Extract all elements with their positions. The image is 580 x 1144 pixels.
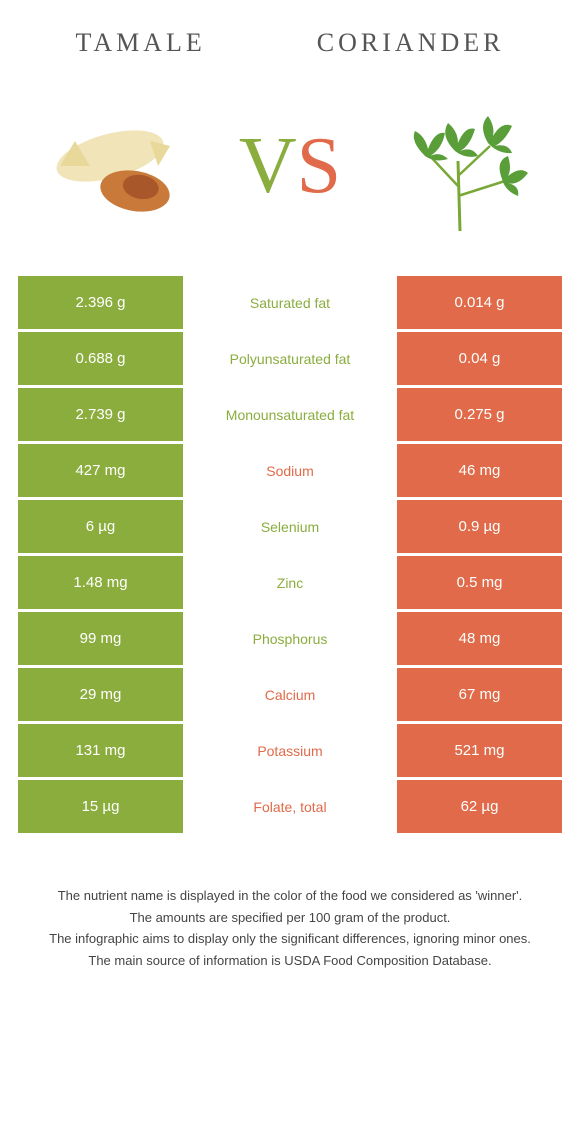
nutrient-label: Selenium	[183, 500, 397, 553]
nutrient-label: Zinc	[183, 556, 397, 609]
header-row: Tamale Coriander	[0, 0, 580, 66]
vs-s: S	[297, 121, 342, 212]
nutrient-table: 2.396 gSaturated fat0.014 g0.688 gPolyun…	[0, 276, 580, 833]
right-value: 0.5 mg	[397, 556, 562, 609]
right-value: 0.04 g	[397, 332, 562, 385]
vs-label: VS	[239, 121, 341, 212]
nutrient-label: Monounsaturated fat	[183, 388, 397, 441]
right-value: 521 mg	[397, 724, 562, 777]
nutrient-label: Phosphorus	[183, 612, 397, 665]
table-row: 6 µgSelenium0.9 µg	[18, 500, 562, 553]
right-value: 48 mg	[397, 612, 562, 665]
right-food-title: Coriander	[317, 28, 505, 58]
left-value: 1.48 mg	[18, 556, 183, 609]
left-value: 131 mg	[18, 724, 183, 777]
table-row: 29 mgCalcium67 mg	[18, 668, 562, 721]
nutrient-label: Saturated fat	[183, 276, 397, 329]
nutrient-label: Calcium	[183, 668, 397, 721]
nutrient-label: Polyunsaturated fat	[183, 332, 397, 385]
table-row: 1.48 mgZinc0.5 mg	[18, 556, 562, 609]
footer-line: The main source of information is USDA F…	[30, 951, 550, 971]
left-value: 15 µg	[18, 780, 183, 833]
left-value: 2.396 g	[18, 276, 183, 329]
table-row: 131 mgPotassium521 mg	[18, 724, 562, 777]
left-value: 0.688 g	[18, 332, 183, 385]
left-value: 2.739 g	[18, 388, 183, 441]
right-value: 62 µg	[397, 780, 562, 833]
table-row: 427 mgSodium46 mg	[18, 444, 562, 497]
footer-line: The nutrient name is displayed in the co…	[30, 886, 550, 906]
table-row: 2.396 gSaturated fat0.014 g	[18, 276, 562, 329]
nutrient-label: Folate, total	[183, 780, 397, 833]
vs-v: V	[239, 121, 297, 212]
left-value: 427 mg	[18, 444, 183, 497]
right-value: 46 mg	[397, 444, 562, 497]
right-value: 0.014 g	[397, 276, 562, 329]
right-value: 67 mg	[397, 668, 562, 721]
footer-line: The amounts are specified per 100 gram o…	[30, 908, 550, 928]
nutrient-label: Sodium	[183, 444, 397, 497]
tamale-image	[40, 96, 200, 236]
right-value: 0.9 µg	[397, 500, 562, 553]
left-value: 29 mg	[18, 668, 183, 721]
footer-notes: The nutrient name is displayed in the co…	[0, 836, 580, 992]
coriander-image	[380, 96, 540, 236]
table-row: 99 mgPhosphorus48 mg	[18, 612, 562, 665]
hero-row: VS	[0, 66, 580, 276]
table-row: 0.688 gPolyunsaturated fat0.04 g	[18, 332, 562, 385]
nutrient-label: Potassium	[183, 724, 397, 777]
left-food-title: Tamale	[76, 28, 206, 58]
table-row: 15 µgFolate, total62 µg	[18, 780, 562, 833]
left-value: 6 µg	[18, 500, 183, 553]
table-row: 2.739 gMonounsaturated fat0.275 g	[18, 388, 562, 441]
footer-line: The infographic aims to display only the…	[30, 929, 550, 949]
left-value: 99 mg	[18, 612, 183, 665]
right-value: 0.275 g	[397, 388, 562, 441]
